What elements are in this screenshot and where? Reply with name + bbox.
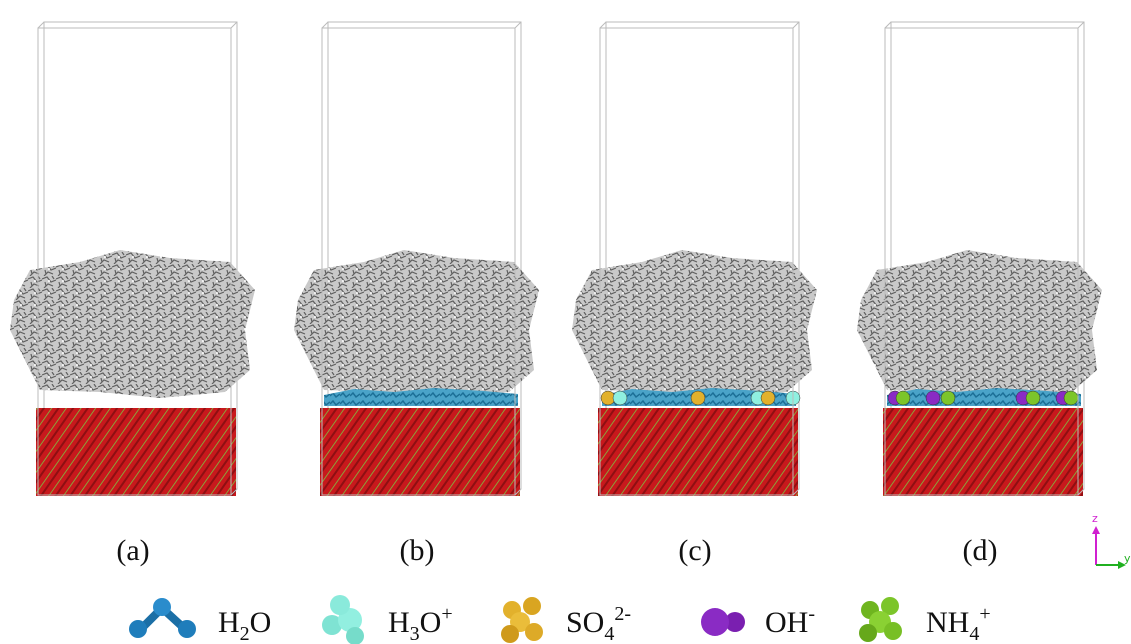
- panel: (b): [294, 22, 539, 567]
- legend-text-part: H: [388, 606, 410, 639]
- legend-label: SO42-: [566, 603, 631, 644]
- legend-text-part: H: [218, 606, 240, 639]
- ion: [761, 391, 775, 405]
- ion: [926, 391, 940, 405]
- nh4-icon: [859, 597, 902, 642]
- polymer-layer: [10, 250, 255, 398]
- legend-text-part: +: [441, 603, 452, 625]
- legend-text-part: 2-: [614, 603, 631, 625]
- legend-text-part: O: [250, 606, 272, 639]
- panel: (d): [857, 22, 1102, 567]
- panels: (a) (b) (c) (d): [10, 22, 1102, 567]
- z-label: z: [1092, 512, 1098, 525]
- cell-edge: [600, 22, 606, 28]
- cell-edge: [515, 22, 521, 28]
- panel-label: (d): [963, 534, 998, 567]
- substrate: [598, 408, 798, 496]
- oh-icon: [701, 608, 745, 636]
- ion: [896, 391, 910, 405]
- legend-text-part: 2: [240, 623, 250, 644]
- polymer-layer: [857, 250, 1102, 398]
- h3o-icon: [322, 595, 364, 644]
- legend-label: H3O+: [388, 603, 453, 644]
- axis-indicator: z y: [1092, 512, 1131, 569]
- substrate: [320, 408, 520, 496]
- ion: [1064, 391, 1078, 405]
- cell-edge: [885, 22, 891, 28]
- ion: [941, 391, 955, 405]
- legend-text-part: NH: [926, 606, 969, 639]
- polymer-layer: [572, 250, 817, 398]
- legend-text-part: 4: [969, 623, 979, 644]
- cell-edge: [793, 22, 799, 28]
- panel-label: (b): [400, 534, 435, 567]
- legend-text-part: 4: [604, 623, 614, 644]
- panel: (a): [10, 22, 255, 567]
- z-arrow-head: [1092, 526, 1100, 534]
- legend-text-part: OH: [765, 606, 808, 639]
- cell-edge: [231, 22, 237, 28]
- ion: [691, 391, 705, 405]
- figure: (a)(b)(c)(d) z y H2OH3O+SO42-OH-NH4+: [0, 0, 1131, 644]
- cell-edge: [322, 22, 328, 28]
- panel-label: (a): [116, 534, 149, 567]
- substrate: [36, 408, 236, 496]
- legend-label: OH-: [765, 603, 815, 639]
- ion: [1026, 391, 1040, 405]
- cell-edge: [38, 22, 44, 28]
- panel: (c): [572, 22, 817, 567]
- legend-text-part: +: [979, 603, 990, 625]
- cell-edge: [1078, 22, 1084, 28]
- polymer-layer: [294, 250, 539, 398]
- legend-label: NH4+: [926, 603, 991, 644]
- legend-text-part: -: [808, 603, 815, 625]
- so4-icon: [501, 597, 543, 643]
- ion: [613, 391, 627, 405]
- panel-label: (c): [678, 534, 711, 567]
- h2o-icon: [129, 598, 196, 638]
- legend-label: H2O: [218, 606, 271, 644]
- legend-text-part: O: [420, 606, 442, 639]
- legend-text-part: 3: [410, 623, 420, 644]
- y-label: y: [1124, 552, 1131, 565]
- substrate: [883, 408, 1083, 496]
- legend-text-part: SO: [566, 606, 604, 639]
